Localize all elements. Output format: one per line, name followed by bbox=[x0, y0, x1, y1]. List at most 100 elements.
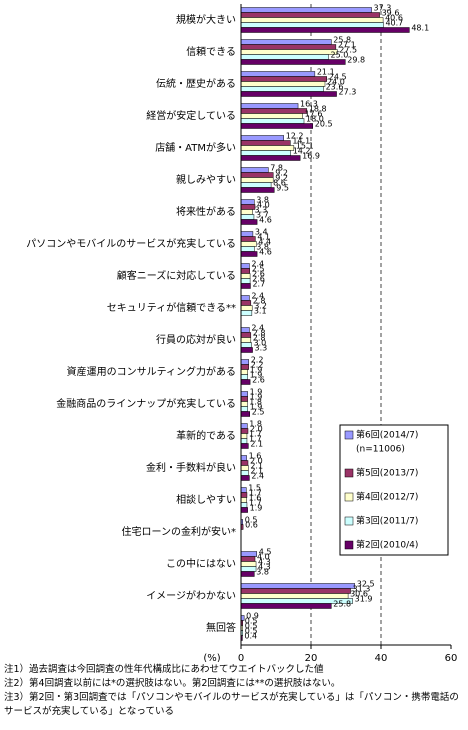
data-label: 2.2 bbox=[251, 361, 264, 370]
bar bbox=[240, 204, 256, 210]
bar bbox=[240, 561, 257, 567]
data-label: 31.3 bbox=[353, 585, 371, 594]
bar bbox=[240, 507, 248, 513]
data-label: 4.0 bbox=[257, 553, 270, 562]
bar bbox=[240, 411, 250, 417]
notes: 注1）過去調査は今回調査の性年代構成比にあわせてウエイトバックした値注2）第4回… bbox=[4, 663, 464, 719]
data-label: 25.8 bbox=[333, 36, 351, 45]
data-label: 4.4 bbox=[258, 238, 271, 247]
data-label: 2.7 bbox=[252, 280, 265, 289]
data-label: 39.6 bbox=[382, 9, 400, 18]
bar bbox=[240, 241, 257, 247]
bar bbox=[240, 54, 329, 60]
bar bbox=[240, 44, 337, 50]
data-label: 4.6 bbox=[259, 216, 272, 225]
data-label: 0.9 bbox=[246, 612, 259, 621]
data-label: 2.8 bbox=[253, 329, 266, 338]
legend-label: 第6回(2014/7) bbox=[356, 429, 418, 441]
bar bbox=[240, 182, 272, 188]
bar bbox=[240, 364, 249, 370]
bar bbox=[240, 460, 249, 466]
data-label: 24.0 bbox=[327, 78, 345, 87]
bar bbox=[240, 17, 384, 23]
data-label: 25.8 bbox=[333, 600, 351, 609]
bar bbox=[240, 374, 248, 380]
bar bbox=[240, 263, 250, 269]
bar bbox=[240, 150, 291, 156]
note: 注2）第4回調査以前には*の選択肢はない。第2回調査には**の選択肢はない。 bbox=[4, 678, 341, 689]
data-label: 1.8 bbox=[249, 398, 262, 407]
data-label: 4.0 bbox=[257, 201, 270, 210]
data-label: 0.4 bbox=[244, 632, 257, 641]
bar bbox=[240, 502, 248, 508]
bar bbox=[240, 588, 351, 594]
bar bbox=[240, 22, 384, 28]
data-label: 4.5 bbox=[259, 548, 272, 557]
bar bbox=[240, 231, 254, 237]
data-label: 30.6 bbox=[350, 590, 368, 599]
data-label: 0.5 bbox=[245, 627, 258, 636]
bar bbox=[240, 12, 380, 18]
y-tick-label: 店舗・ATMが多い bbox=[155, 141, 236, 154]
data-label: 2.2 bbox=[251, 356, 264, 365]
data-label: 2.4 bbox=[251, 260, 264, 269]
data-label: 7.8 bbox=[270, 164, 283, 173]
data-label: 27.5 bbox=[339, 46, 357, 55]
data-label: 31.9 bbox=[355, 595, 373, 604]
bar bbox=[240, 396, 248, 402]
data-label: 14.2 bbox=[293, 147, 311, 156]
data-label: 3.8 bbox=[256, 196, 269, 205]
bar bbox=[240, 177, 274, 183]
bar bbox=[240, 347, 253, 353]
data-label: 4.6 bbox=[259, 248, 272, 257]
bar bbox=[240, 401, 248, 407]
data-label: 18.0 bbox=[306, 115, 324, 124]
data-label: 1.9 bbox=[250, 393, 263, 402]
data-label: 12.2 bbox=[286, 132, 304, 141]
y-tick-label: 規模が大きい bbox=[176, 13, 236, 26]
bar bbox=[240, 81, 326, 87]
data-label: 1.7 bbox=[249, 489, 262, 498]
bar bbox=[240, 118, 305, 124]
y-tick-label: 住宅ローンの金利が安い* bbox=[122, 525, 237, 538]
bar bbox=[240, 199, 255, 205]
data-label: 1.8 bbox=[249, 420, 262, 429]
legend-label: 第5回(2013/7) bbox=[356, 467, 418, 479]
bar bbox=[240, 571, 255, 577]
data-label: 2.1 bbox=[250, 440, 263, 449]
bar bbox=[240, 113, 303, 119]
bar bbox=[240, 295, 250, 301]
data-label: 1.9 bbox=[250, 388, 263, 397]
data-label: 3.8 bbox=[256, 568, 269, 577]
data-label: 1.7 bbox=[249, 499, 262, 508]
data-label: 16.3 bbox=[300, 100, 318, 109]
data-label: 3.7 bbox=[256, 211, 269, 220]
bar bbox=[240, 433, 248, 439]
bar bbox=[240, 236, 256, 242]
legend-note: (n=11006) bbox=[356, 445, 405, 455]
y-tick-label: イメージがわかない bbox=[146, 589, 236, 602]
data-label: 37.3 bbox=[374, 4, 392, 13]
data-label: 27.1 bbox=[338, 41, 356, 50]
y-tick-label: パソコンやモバイルのサービスが充実している bbox=[26, 237, 236, 250]
data-label: 9.2 bbox=[275, 174, 288, 183]
bar bbox=[240, 423, 248, 429]
bar bbox=[240, 443, 249, 449]
data-label: 0.5 bbox=[245, 516, 258, 525]
bar bbox=[240, 603, 332, 609]
data-label: 2.6 bbox=[252, 376, 265, 385]
data-label: 18.8 bbox=[309, 105, 327, 114]
data-label: 1.9 bbox=[250, 504, 263, 513]
bar bbox=[240, 492, 248, 498]
data-label: 3.2 bbox=[254, 302, 267, 311]
data-label: 1.9 bbox=[250, 403, 263, 412]
y-tick-label: 金融商品のラインナップが充実している bbox=[56, 397, 236, 410]
bar bbox=[240, 438, 248, 444]
data-label: 3.3 bbox=[255, 206, 268, 215]
data-label: 3.0 bbox=[254, 339, 267, 348]
data-label: 4.1 bbox=[257, 233, 270, 242]
data-label: 2.1 bbox=[250, 462, 263, 471]
legend-swatch bbox=[344, 492, 354, 502]
note: 注1）過去調査は今回調査の性年代構成比にあわせてウエイトバックした値 bbox=[4, 664, 324, 675]
